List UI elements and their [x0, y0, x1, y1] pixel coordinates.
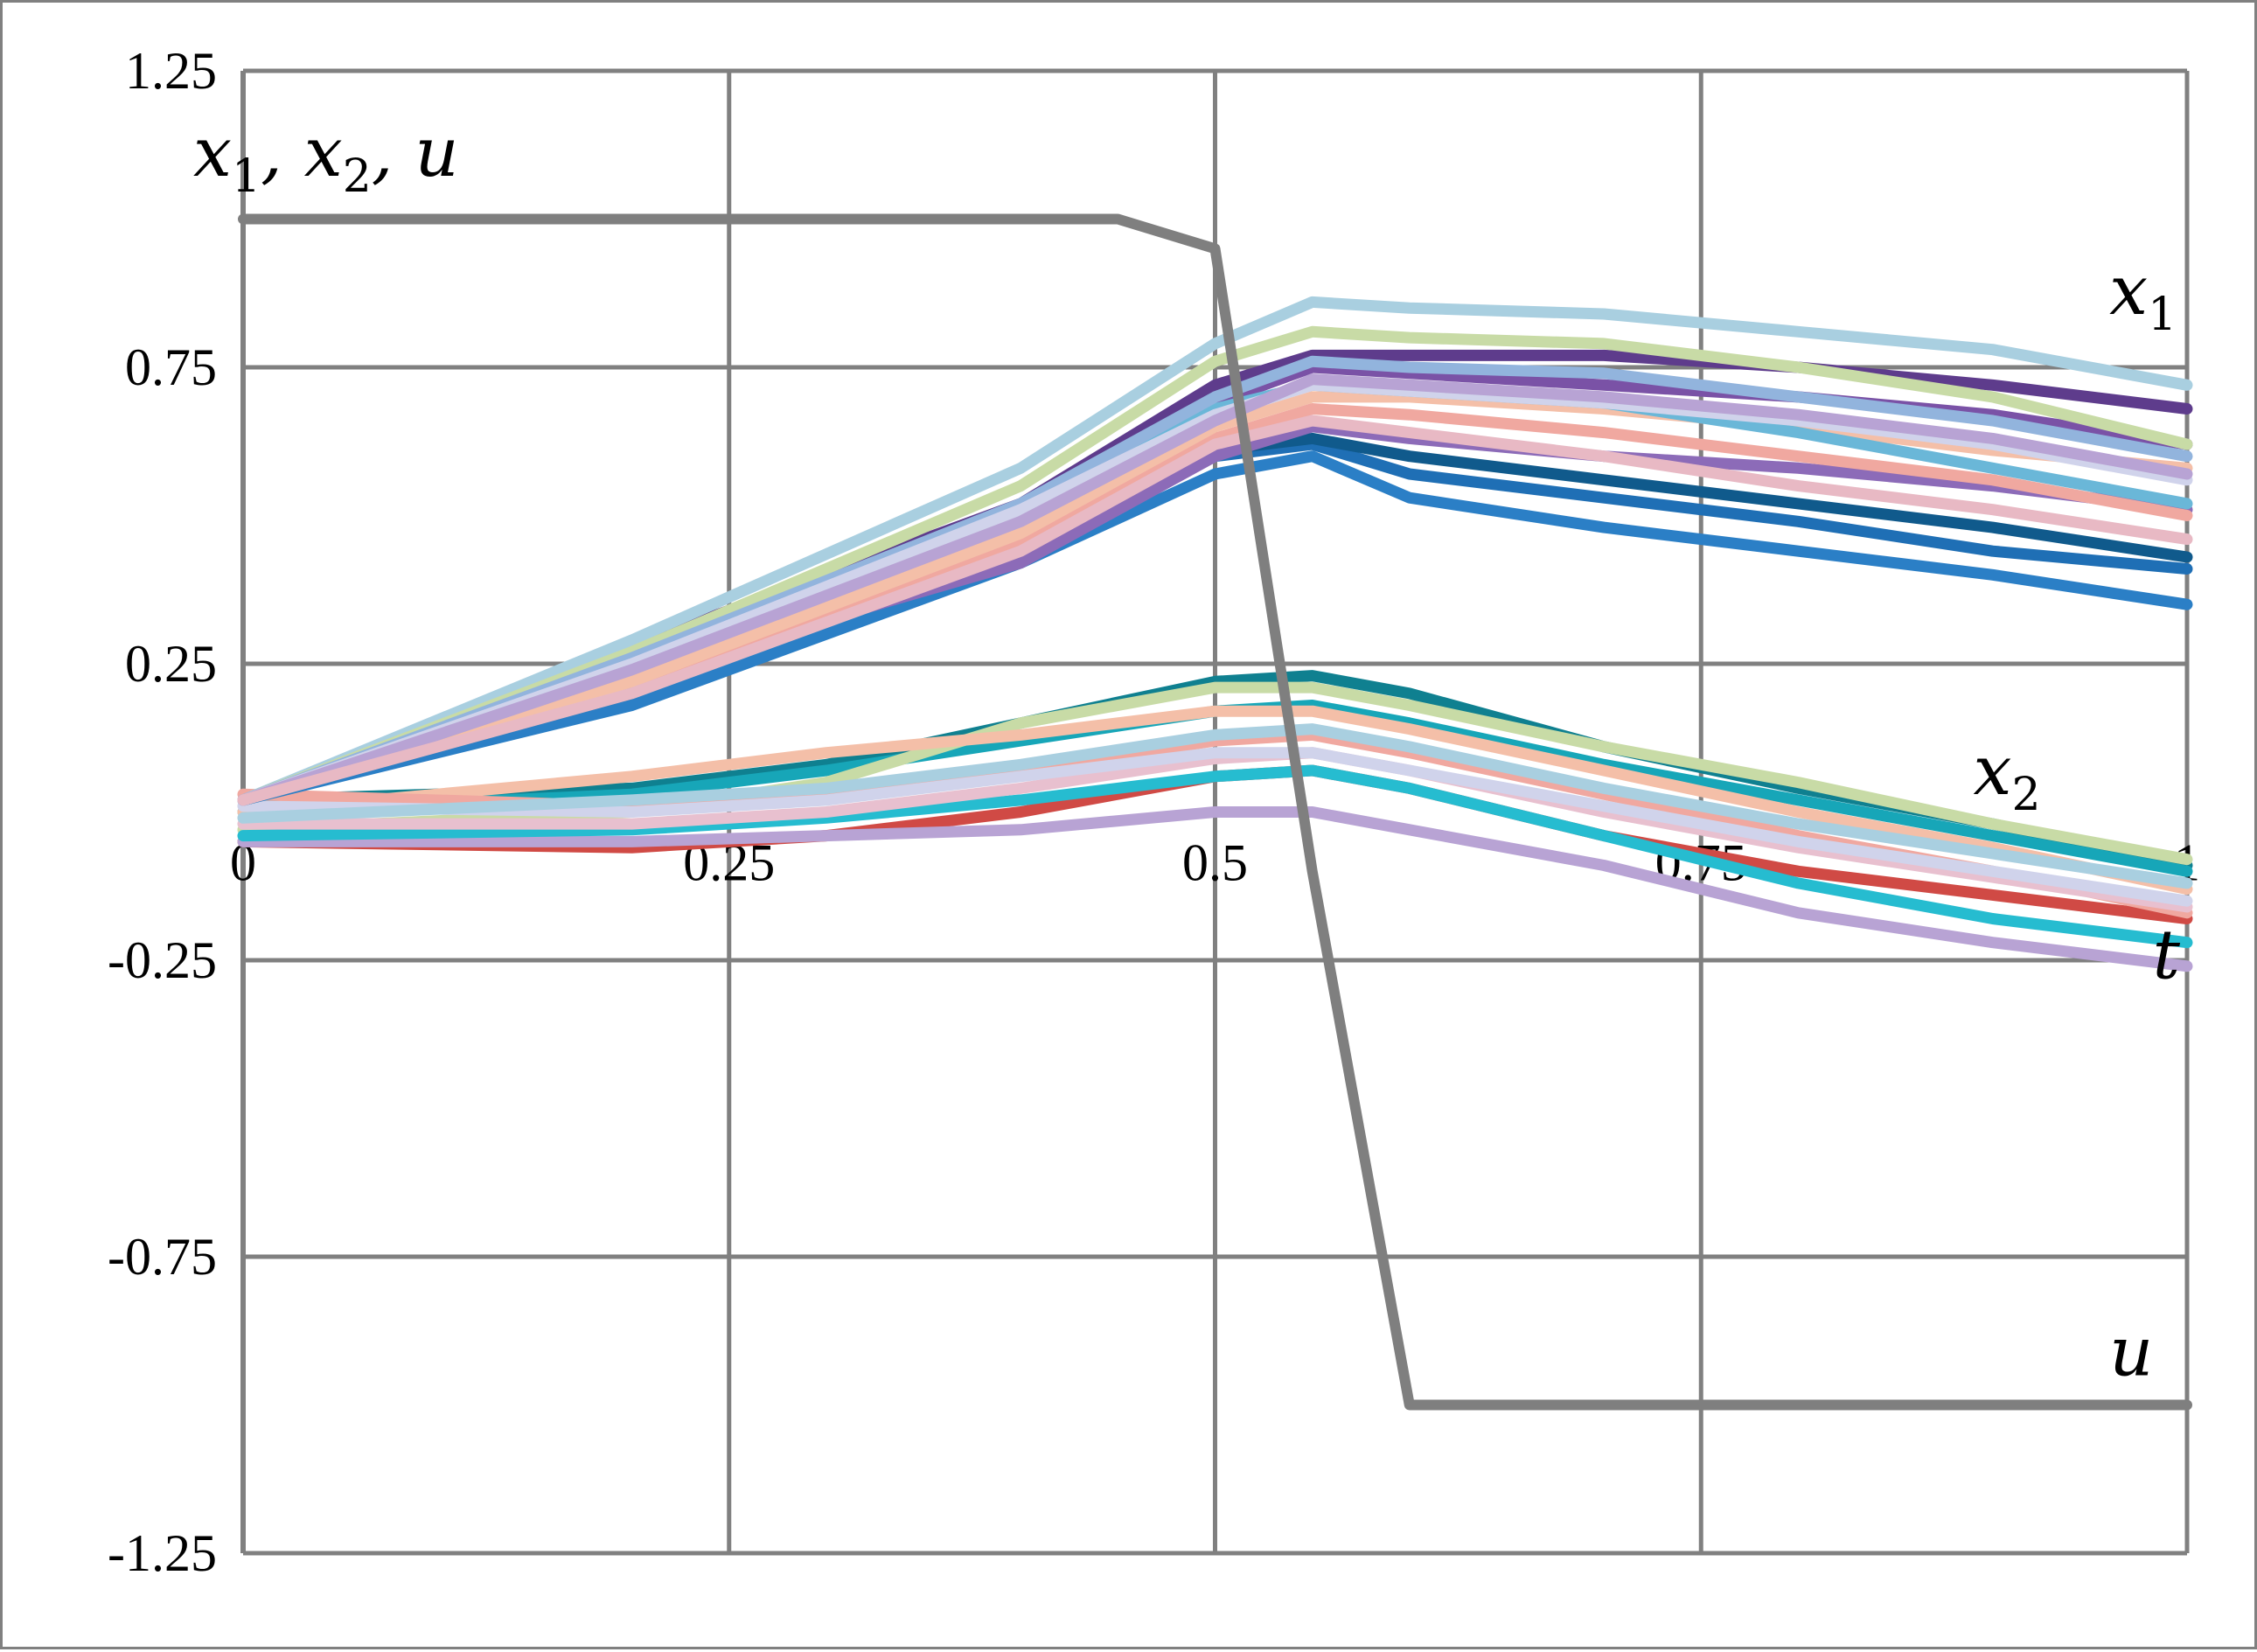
y-axis-ticks: 1.25 0.75 0.25 -0.25 -0.75 -1.25 — [108, 42, 217, 1582]
x1-series-line — [237, 391, 2193, 806]
line-chart: 1.250.750.25-0.25-0.75-1.25 0 0.25 0.5 0.75… — [108, 42, 2200, 1582]
x1-series-line — [237, 415, 2193, 806]
x1-series-line — [237, 450, 2193, 806]
x2-series-line — [237, 764, 2193, 949]
x1-series-line — [237, 325, 2193, 806]
series-annotation: u — [2109, 1314, 2153, 1392]
y-tick-label: -0.75 — [108, 1228, 217, 1286]
y-tick-label: -1.25 — [108, 1524, 217, 1582]
y-tick-label: 0.25 — [125, 635, 217, 693]
x2-series-line — [237, 806, 2193, 972]
y-tick-label: -0.25 — [108, 931, 217, 989]
y-tick-label: 0.75 — [125, 338, 217, 396]
u-control-line — [238, 213, 2192, 1411]
x2-series-line — [237, 700, 2193, 877]
x1-series-line — [237, 379, 2193, 806]
control-series-group — [238, 213, 2192, 1411]
x1-series-line — [237, 296, 2193, 806]
x2-series-line — [237, 705, 2193, 896]
series-annotation: x1 — [2109, 252, 2177, 341]
x-tick-label: 0.5 — [1182, 834, 1248, 892]
x2-series-line — [237, 723, 2193, 889]
y-tick-label: 1.25 — [125, 42, 217, 100]
x-axis-label: t — [2153, 917, 2181, 995]
x2-series-group — [237, 670, 2193, 972]
x1-series-group — [237, 296, 2193, 806]
series-annotation: x2 — [1973, 732, 2040, 821]
y-axis-label: x1, x2, u — [193, 114, 459, 203]
x1-series-line — [237, 373, 2193, 806]
x2-series-line — [237, 747, 2193, 907]
chart-labels: x1, x2, u t x1 x2 u — [193, 114, 2181, 1392]
